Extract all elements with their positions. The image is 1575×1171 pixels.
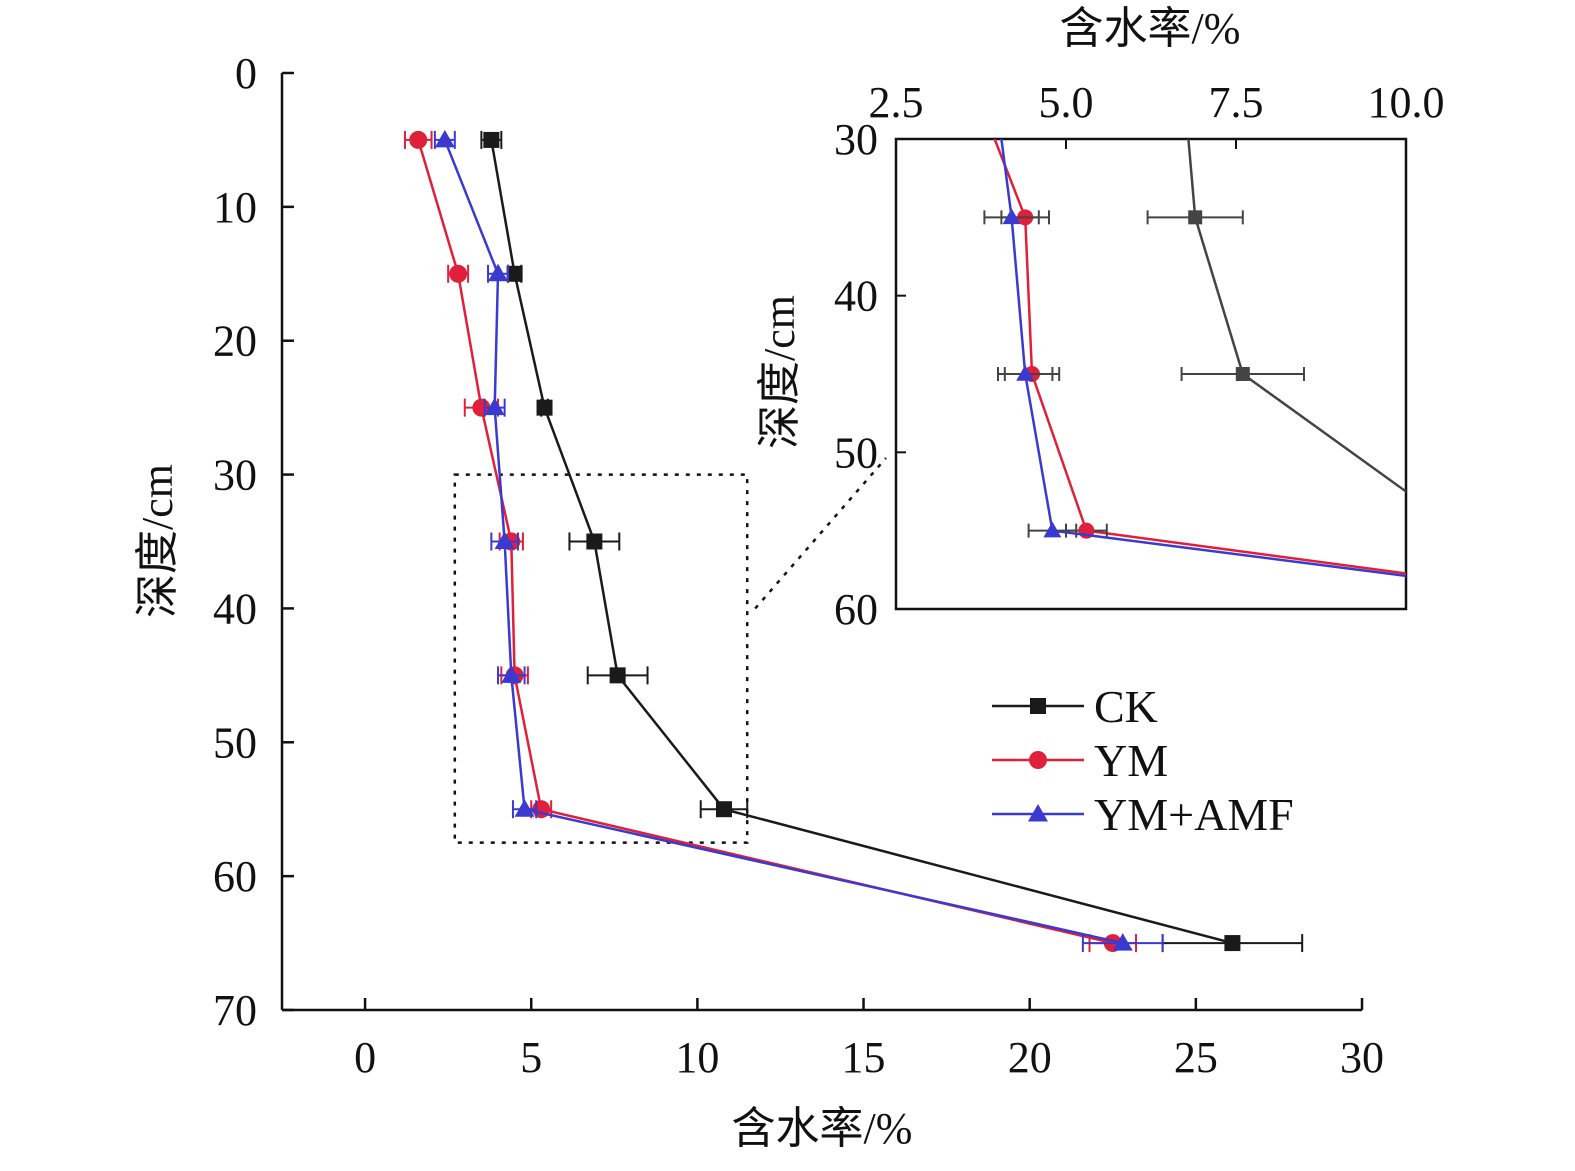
main-x-axis-title: 含水率/% <box>732 1104 913 1153</box>
main-y-tick-label: 30 <box>213 451 257 500</box>
legend-label: CK <box>1094 681 1158 732</box>
main-data-point <box>536 399 553 416</box>
main-series-ym-amf <box>433 129 1164 953</box>
main-data-point <box>715 801 732 818</box>
legend-marker <box>1028 804 1048 822</box>
inset-data-point <box>1016 365 1035 381</box>
inset-data-point <box>1235 367 1250 381</box>
main-data-point <box>506 265 523 282</box>
main-data-point <box>409 130 428 149</box>
main-series-ck <box>480 130 1304 953</box>
main-axes: 0 5 10 15 20 25 30 0 10 20 30 40 50 60 70 含水率/% 深度/cm <box>133 49 1384 1153</box>
inset-y-tick-label: 50 <box>834 428 878 477</box>
legend-marker <box>1029 751 1047 769</box>
main-data-point <box>501 665 522 683</box>
main-x-tick-label: 20 <box>1008 1033 1052 1082</box>
main-data-point <box>449 264 468 283</box>
main-x-tick-label: 25 <box>1174 1033 1218 1082</box>
main-y-axis-title: 深度/cm <box>133 464 182 618</box>
legend-label: YM <box>1094 735 1168 786</box>
inset-x-tick-label: 2.5 <box>869 78 924 127</box>
main-data-point <box>488 263 508 282</box>
main-y-tick-label: 20 <box>213 317 257 366</box>
highlight-box-layer <box>453 457 887 844</box>
main-y-tick-label: 40 <box>213 584 257 633</box>
zoom-highlight-box <box>453 473 749 844</box>
inset-x-axis-title: 含水率/% <box>1060 4 1241 53</box>
inset-series-line <box>1187 139 1406 494</box>
inset-plot: 2.5 5.0 7.5 10.0 30 40 50 60 含水率/% 深度/cm <box>755 4 1445 634</box>
inset-x-tick-label: 10.0 <box>1368 78 1445 127</box>
inset-x-tick-label: 7.5 <box>1209 78 1264 127</box>
main-x-tick-label: 30 <box>1340 1033 1384 1082</box>
main-y-tick-label: 60 <box>213 852 257 901</box>
main-data-point <box>1224 935 1241 952</box>
inset-data-point <box>1188 210 1203 225</box>
inset-series-ck <box>1146 139 1406 494</box>
main-x-tick-label: 0 <box>354 1033 376 1082</box>
inset-y-tick-label: 30 <box>834 115 878 164</box>
legend-entry: CK <box>992 681 1158 732</box>
main-y-tick-label: 50 <box>213 718 257 767</box>
main-plot: 0 5 10 15 20 25 30 0 10 20 30 40 50 60 70 含水率/% 深度/cm <box>133 49 1384 1153</box>
main-x-tick-label: 10 <box>675 1033 719 1082</box>
main-data-point <box>484 397 505 416</box>
main-y-tick-label: 10 <box>213 183 257 232</box>
main-y-tick-label: 0 <box>235 49 257 98</box>
main-data-point <box>483 131 500 148</box>
legend-entry: YM+AMF <box>992 789 1294 840</box>
main-data-point <box>434 129 455 148</box>
main-x-tick-label: 15 <box>842 1033 886 1082</box>
main-data-point <box>472 398 491 417</box>
inset-x-tick-label: 5.0 <box>1039 78 1094 127</box>
main-y-tick-label: 70 <box>213 986 257 1035</box>
main-data-point <box>1112 933 1133 951</box>
inset-y-tick-label: 60 <box>834 585 878 634</box>
inset-series-ym-amf <box>983 139 1406 578</box>
inset-data-point <box>1002 208 1021 225</box>
main-x-tick-label: 5 <box>520 1033 542 1082</box>
inset-y-axis-title: 深度/cm <box>755 295 804 449</box>
inset-data-point <box>1043 521 1062 538</box>
zoom-connector-line <box>754 457 887 610</box>
main-data-point <box>514 799 535 817</box>
main-data-point <box>586 533 603 550</box>
legend-label: YM+AMF <box>1094 789 1294 840</box>
main-data-point <box>494 531 515 549</box>
inset-series-area <box>983 139 1406 578</box>
main-data-point <box>609 667 626 684</box>
inset-y-tick-label: 40 <box>834 272 878 321</box>
legend-entry: YM <box>992 735 1168 786</box>
legend-marker <box>1030 698 1046 714</box>
